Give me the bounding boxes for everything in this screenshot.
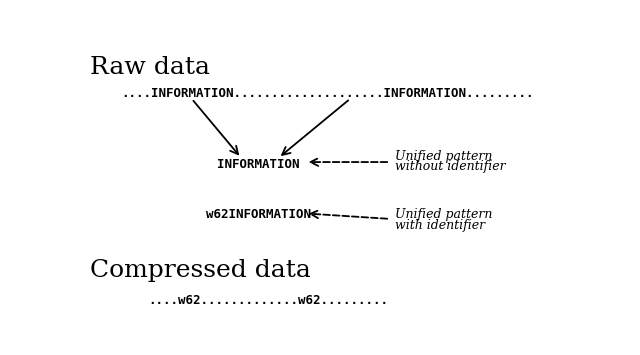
Text: ....INFORMATION....................INFORMATION.........: ....INFORMATION....................INFOR… (122, 87, 534, 100)
Text: Compressed data: Compressed data (90, 258, 311, 282)
Text: Raw data: Raw data (90, 56, 210, 79)
Text: without identifier: without identifier (395, 160, 506, 174)
Text: with identifier: with identifier (395, 219, 485, 232)
Text: INFORMATION: INFORMATION (218, 158, 300, 171)
Text: Unified pattern: Unified pattern (395, 208, 492, 221)
Text: w62INFORMATION: w62INFORMATION (206, 208, 311, 221)
Text: ....w62.............w62.........: ....w62.............w62......... (148, 294, 388, 307)
Text: Unified pattern: Unified pattern (395, 149, 492, 163)
